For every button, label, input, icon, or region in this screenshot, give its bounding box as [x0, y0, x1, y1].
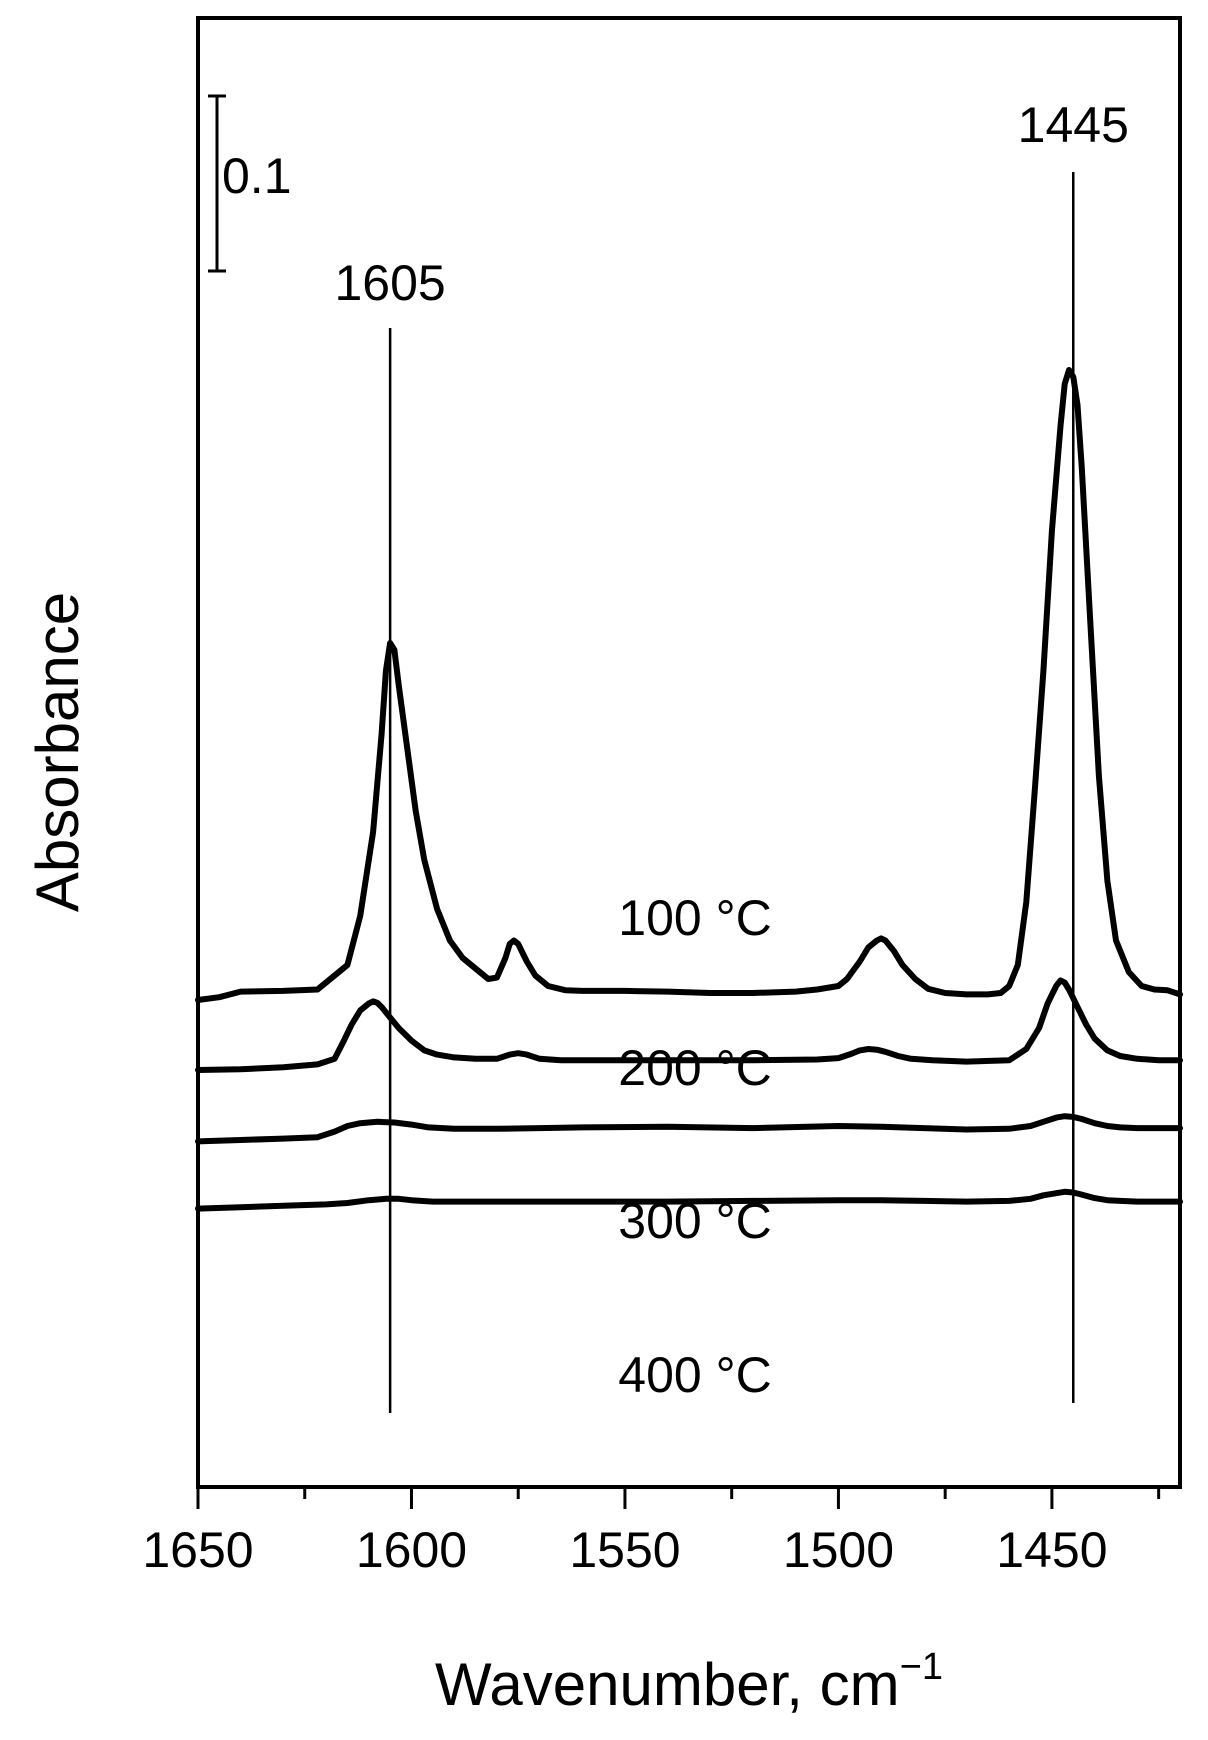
- plot-frame: [196, 16, 1182, 1489]
- x-tick-label-1600: 1600: [356, 1522, 467, 1578]
- x-tick-label-1550: 1550: [569, 1522, 680, 1578]
- annotation-label-1605: 1605: [335, 255, 446, 311]
- x-tick-label-1650: 1650: [142, 1522, 253, 1578]
- x-axis-title-superscript: −1: [900, 1646, 943, 1688]
- y-axis-title: Absorbance: [24, 592, 91, 912]
- x-tick-label-1450: 1450: [996, 1522, 1107, 1578]
- series-line-3: [195, 1113, 1183, 1145]
- annotation-label-1445: 1445: [1018, 97, 1129, 153]
- x-axis-title: Wavenumber, cm−1: [435, 1646, 943, 1718]
- series-label-3: 300 °C: [618, 1193, 771, 1249]
- x-axis-ticks: [196, 1487, 1161, 1509]
- scale-bar-label: 0.1: [222, 148, 292, 204]
- spectra-series: [195, 367, 1183, 1212]
- series-line-4: [195, 1188, 1183, 1212]
- scale-bar: 0.1: [208, 94, 292, 273]
- series-label-4: 400 °C: [618, 1347, 771, 1403]
- x-axis-tick-labels: 1650 1600 1550 1500 1450: [142, 1522, 1107, 1578]
- peak-annotation-labels: 1605 1445: [335, 97, 1129, 311]
- series-labels: 100 °C 200 °C 300 °C 400 °C: [618, 890, 771, 1403]
- series-line-2: [195, 977, 1183, 1073]
- series-label-2: 200 °C: [618, 1040, 771, 1096]
- series-line-1: [195, 367, 1183, 1003]
- x-axis-title-main: Wavenumber, cm: [435, 1651, 900, 1718]
- x-tick-label-1500: 1500: [783, 1522, 894, 1578]
- series-label-1: 100 °C: [618, 890, 771, 946]
